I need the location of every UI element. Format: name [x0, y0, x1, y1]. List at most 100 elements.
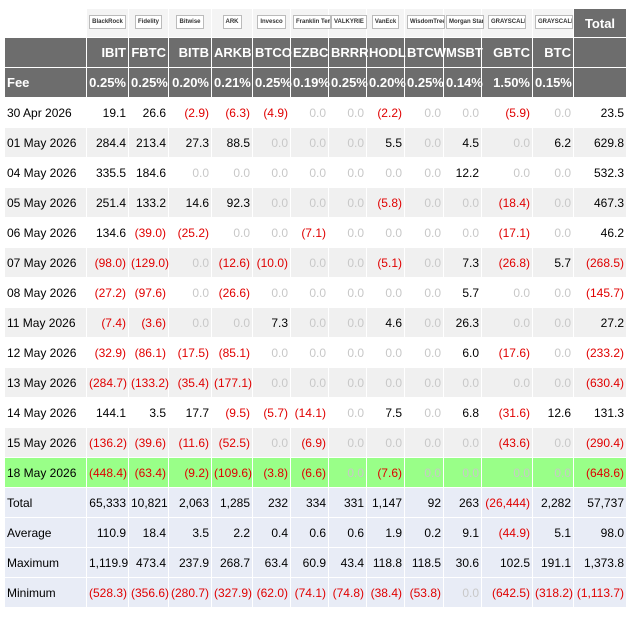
flow-value: 0.0 — [252, 187, 291, 218]
flow-value: 0.0 — [532, 367, 574, 398]
issuer-logo: ARK — [222, 14, 242, 29]
flow-value: 263 — [443, 487, 482, 518]
row-label: Average — [4, 517, 87, 548]
issuer-logo: BlackRock — [89, 14, 126, 29]
flow-value: 1,285 — [211, 487, 253, 518]
flow-value: 335.5 — [86, 157, 129, 188]
flow-value: (280.7) — [168, 577, 212, 608]
flow-value: (44.9) — [481, 517, 533, 548]
ticker: HODL — [366, 37, 406, 68]
flow-value: 12.2 — [443, 157, 482, 188]
flow-value: (6.3) — [211, 97, 253, 128]
blank-cell — [4, 8, 87, 38]
blank-cell — [573, 37, 627, 68]
flow-value: (1,113.7) — [573, 577, 627, 608]
ticker: MSBT — [443, 37, 483, 68]
flow-value: 0.6 — [290, 517, 329, 548]
issuer-logo: Franklin Templeton — [293, 14, 331, 29]
flow-value: 0.0 — [404, 157, 444, 188]
row-label: 05 May 2026 — [4, 187, 87, 218]
flow-value: 0.0 — [328, 457, 367, 488]
flow-value: 0.0 — [481, 307, 533, 338]
flow-value: 0.0 — [211, 217, 253, 248]
flow-value: 0.0 — [532, 277, 574, 308]
row-label: 06 May 2026 — [4, 217, 87, 248]
flow-value: (7.4) — [86, 307, 129, 338]
flow-value: 0.0 — [328, 97, 367, 128]
day-row: 11 May 2026 (7.4) (3.6) 0.0 0.0 7.3 0.0 0.0 4.6 0… — [4, 307, 627, 338]
flow-value: 46.2 — [573, 217, 627, 248]
day-row: 01 May 2026 284.4 213.4 27.3 88.5 0.0 0.0 0.0 5.… — [4, 127, 627, 158]
logo-cell: Bitwise — [168, 8, 212, 38]
flow-value: 0.0 — [443, 577, 482, 608]
flow-value: (145.7) — [573, 277, 627, 308]
flow-value: 284.4 — [86, 127, 129, 158]
flow-value: (38.4) — [366, 577, 405, 608]
flow-value: 1,373.8 — [573, 547, 627, 578]
flow-value: (2.2) — [366, 97, 405, 128]
flow-value: 191.1 — [532, 547, 574, 578]
flow-value: 0.0 — [404, 427, 444, 458]
flow-value: 0.0 — [532, 187, 574, 218]
flow-value: 0.0 — [481, 277, 533, 308]
flow-value: 118.5 — [404, 547, 444, 578]
flow-value: 213.4 — [128, 127, 169, 158]
day-row: 13 May 2026 (284.7) (133.2) (35.4) (177.1) 0.… — [4, 367, 627, 398]
flow-value: 0.0 — [532, 307, 574, 338]
flow-value: 18.4 — [128, 517, 169, 548]
flow-value: (17.5) — [168, 337, 212, 368]
flow-value: 19.1 — [86, 97, 129, 128]
flow-value: 7.5 — [366, 397, 405, 428]
flow-value: (32.9) — [86, 337, 129, 368]
flow-value: 3.5 — [168, 517, 212, 548]
flow-value: 0.0 — [252, 337, 291, 368]
flow-value: 43.4 — [328, 547, 367, 578]
flow-value: 0.0 — [366, 217, 405, 248]
flow-value: 12.6 — [532, 397, 574, 428]
day-row: 04 May 2026 335.5 184.6 0.0 0.0 0.0 0.0 0.0 0.0 0… — [4, 157, 627, 188]
flow-value: 532.3 — [573, 157, 627, 188]
day-row: 18 May 2026 (448.4) (63.4) (9.2) (109.6) (3.8… — [4, 457, 627, 488]
flow-value: (11.6) — [168, 427, 212, 458]
flow-value: 6.0 — [443, 337, 482, 368]
flow-value: 0.0 — [328, 127, 367, 158]
flow-table: BlackRock Fidelity Bitwise ARK Invesco Frankl… — [4, 8, 627, 608]
flow-value: 110.9 — [86, 517, 129, 548]
summary-row: Total 65,333 10,821 2,063 1,285 232 334 331 1,14… — [4, 487, 627, 518]
flow-value: 65,333 — [86, 487, 129, 518]
summary-row: Maximum 1,119.9 473.4 237.9 268.7 63.4 60.9 43.… — [4, 547, 627, 578]
flow-value: (5.9) — [481, 97, 533, 128]
flow-value: (27.2) — [86, 277, 129, 308]
issuer-logo: VALKYRIE — [331, 14, 367, 29]
fee: 1.50% — [481, 67, 533, 98]
logo-cell: Fidelity — [128, 8, 169, 38]
fee-row: Fee 0.25% 0.25% 0.20% 0.21% 0.25% 0.19% 0.25% 0.… — [4, 67, 627, 98]
flow-value: (6.6) — [290, 457, 329, 488]
row-label: 14 May 2026 — [4, 397, 87, 428]
flow-value: 0.0 — [252, 427, 291, 458]
logo-cell: Invesco — [252, 8, 291, 38]
flow-value: 5.1 — [532, 517, 574, 548]
flow-value: 184.6 — [128, 157, 169, 188]
logo-cell: ARK — [211, 8, 253, 38]
flow-value: (133.2) — [128, 367, 169, 398]
flow-value: (63.4) — [128, 457, 169, 488]
flow-value: (85.1) — [211, 337, 253, 368]
flow-value: (136.2) — [86, 427, 129, 458]
blank-cell — [4, 37, 87, 68]
logo-cell: BlackRock — [86, 8, 129, 38]
flow-value: (9.5) — [211, 397, 253, 428]
flow-value: 0.0 — [532, 157, 574, 188]
flow-value: 0.0 — [443, 97, 482, 128]
flow-value: 0.0 — [404, 277, 444, 308]
issuer-logo: VanEck — [371, 14, 400, 29]
flow-value: 0.0 — [404, 367, 444, 398]
flow-value: 0.0 — [366, 277, 405, 308]
flow-value: 133.2 — [128, 187, 169, 218]
flow-value: 102.5 — [481, 547, 533, 578]
flow-value: (39.0) — [128, 217, 169, 248]
flow-value: (17.1) — [481, 217, 533, 248]
flow-value: 629.8 — [573, 127, 627, 158]
row-label: 13 May 2026 — [4, 367, 87, 398]
flow-value: (2.9) — [168, 97, 212, 128]
